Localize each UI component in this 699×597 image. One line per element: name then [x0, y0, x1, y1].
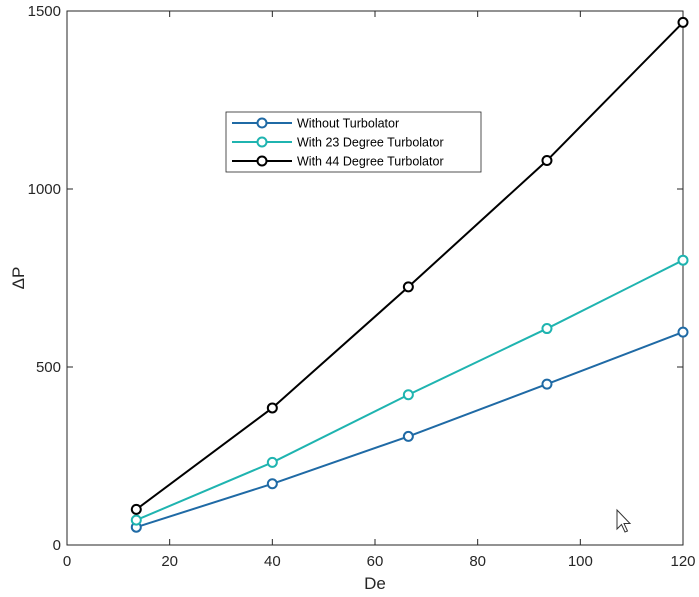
data-point: [541, 155, 553, 167]
data-point: [402, 281, 414, 293]
data-point: [402, 430, 414, 442]
legend-item: With 23 Degree Turbolator: [232, 136, 444, 150]
y-axis: 0 500 1000 1500: [28, 3, 683, 554]
x-tick-label: 40: [264, 553, 281, 570]
series-3: [130, 16, 689, 515]
series-1: [130, 326, 689, 533]
x-tick-label: 100: [568, 553, 593, 570]
data-point: [266, 402, 278, 414]
y-axis-label: ΔP: [9, 267, 28, 290]
legend: Without Turbolator With 23 Degree Turbola…: [225, 111, 482, 173]
y-tick-label: 0: [53, 537, 61, 554]
data-point: [541, 323, 553, 335]
series-layer: [130, 16, 689, 533]
legend-label: Without Turbolator: [297, 117, 399, 131]
legend-marker: [256, 136, 268, 148]
data-point: [266, 456, 278, 468]
data-point: [130, 503, 142, 515]
legend-item: Without Turbolator: [232, 117, 399, 131]
x-tick-label: 60: [367, 553, 384, 570]
legend-marker: [256, 155, 268, 167]
mouse-pointer-icon: [616, 508, 632, 533]
plot-area: [66, 10, 684, 546]
data-point: [677, 326, 689, 338]
legend-label: With 44 Degree Turbolator: [297, 155, 444, 169]
y-tick-label: 1500: [28, 3, 61, 20]
data-point: [677, 16, 689, 28]
y-tick-label: 500: [36, 359, 61, 376]
data-point: [677, 254, 689, 266]
x-tick-label: 80: [469, 553, 486, 570]
legend-item: With 44 Degree Turbolator: [232, 155, 444, 169]
data-point: [402, 389, 414, 401]
y-tick-label: 1000: [28, 181, 61, 198]
x-axis: 0 20 40 60 80 100 120: [63, 11, 696, 570]
x-tick-label: 0: [63, 553, 71, 570]
data-point: [266, 478, 278, 490]
data-point: [541, 378, 553, 390]
data-point: [130, 514, 142, 526]
x-tick-label: 20: [161, 553, 178, 570]
legend-label: With 23 Degree Turbolator: [297, 136, 444, 150]
series-2: [130, 254, 689, 526]
legend-marker: [256, 117, 268, 129]
x-tick-label: 120: [670, 553, 695, 570]
x-axis-label: De: [364, 574, 386, 593]
